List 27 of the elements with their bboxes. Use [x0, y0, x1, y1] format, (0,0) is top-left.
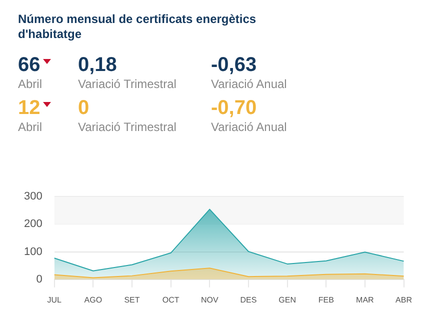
- y-tick-label: 200: [24, 218, 42, 230]
- x-tick-label: NOV: [200, 295, 219, 304]
- x-tick-label: SET: [124, 295, 140, 304]
- x-tick-label: JUL: [47, 295, 62, 304]
- x-tick-label: DES: [240, 295, 257, 304]
- text: 12: [18, 96, 40, 120]
- text: 0: [78, 96, 90, 120]
- text: 66: [18, 53, 40, 77]
- y-tick-label: 300: [24, 190, 42, 203]
- text: Abril: [18, 120, 44, 135]
- text: Variació Trimestral: [78, 77, 176, 92]
- x-tick-label: OCT: [162, 295, 180, 304]
- text: 0,18: [78, 53, 117, 77]
- text: Variació Anual: [211, 77, 287, 92]
- y-tick-label: 100: [24, 246, 42, 258]
- x-tick-label: FEB: [318, 295, 334, 304]
- text: -0,63: [211, 53, 257, 77]
- y-tick-label: 0: [36, 273, 42, 286]
- text: -0,70: [211, 96, 257, 120]
- text: Abril: [18, 77, 44, 92]
- x-tick-label: GEN: [278, 295, 296, 304]
- text: Variació Anual: [211, 120, 287, 135]
- x-tick-label: MAR: [356, 295, 374, 304]
- text: Variació Trimestral: [78, 120, 176, 135]
- text: Número mensual de certificats energètics d'habitatge: [18, 12, 258, 42]
- x-tick-label: AGO: [84, 295, 102, 304]
- x-tick-label: ABR: [396, 295, 412, 304]
